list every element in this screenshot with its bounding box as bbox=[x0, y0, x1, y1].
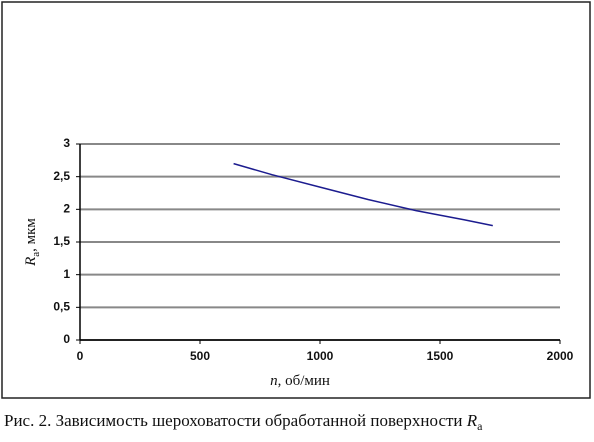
x-label-unit: , об/мин bbox=[278, 373, 330, 389]
x-tick-label: 500 bbox=[190, 349, 210, 363]
y-tick-label: 0,5 bbox=[53, 300, 70, 314]
y-tick-label: 1,5 bbox=[53, 234, 70, 248]
y-tick-label: 0 bbox=[63, 332, 70, 346]
chart-frame bbox=[1, 1, 591, 399]
caption-text: Рис. 2. Зависимость шероховатости обрабо… bbox=[4, 411, 467, 430]
y-label-subscript: a bbox=[30, 252, 42, 257]
y-tick-label: 2,5 bbox=[53, 169, 70, 183]
y-label-unit: , мкм bbox=[23, 218, 39, 252]
x-axis-label: n, об/мин bbox=[270, 373, 330, 389]
y-tick-label: 3 bbox=[63, 136, 70, 150]
caption-subscript: a bbox=[477, 419, 483, 433]
caption: Рис. 2. Зависимость шероховатости обрабо… bbox=[4, 411, 483, 433]
x-tick-label: 2000 bbox=[547, 349, 574, 363]
x-tick-label: 0 bbox=[77, 349, 84, 363]
x-label-symbol: n bbox=[270, 373, 278, 389]
y-axis-label: Ra, мкм bbox=[23, 218, 41, 267]
y-tick-label: 2 bbox=[63, 202, 70, 216]
y-label-symbol: R bbox=[23, 257, 39, 267]
x-tick-label: 1000 bbox=[307, 349, 334, 363]
data-line bbox=[233, 162, 493, 227]
caption-symbol: R bbox=[466, 411, 478, 430]
y-tick-label: 1 bbox=[63, 267, 70, 281]
x-tick-label: 1500 bbox=[427, 349, 454, 363]
